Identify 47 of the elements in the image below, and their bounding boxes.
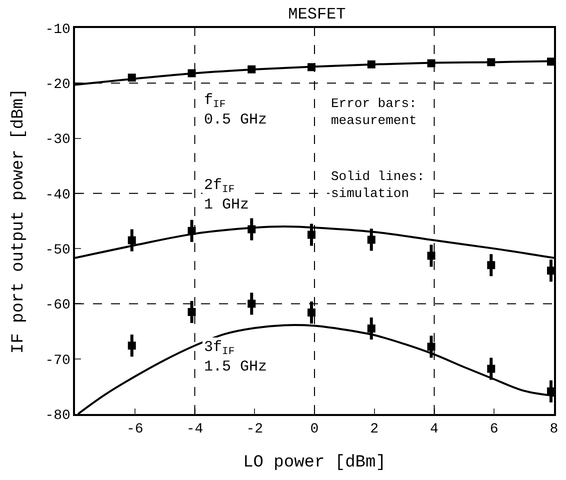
point <box>487 58 496 66</box>
point <box>128 236 136 244</box>
point <box>367 60 376 68</box>
point <box>427 252 436 260</box>
annotation: Error bars: measurement <box>331 96 417 128</box>
x-tick-label: -6 <box>126 422 144 438</box>
y-tick-label: -60 <box>45 298 70 314</box>
y-tick-label: -20 <box>45 77 70 94</box>
point <box>427 59 436 68</box>
point <box>547 387 554 396</box>
y-tick-label: -30 <box>45 132 70 148</box>
y-tick-label: -40 <box>45 187 70 204</box>
y-tick-label: -50 <box>45 242 70 258</box>
x-tick-label: -2 <box>246 422 264 438</box>
point <box>487 364 496 373</box>
x-tick-label: 6 <box>490 422 498 438</box>
annotation: 3f$_{IF}$ 1.5 GHz <box>204 339 268 376</box>
point <box>367 324 376 333</box>
annotation: 2f$_{IF}$ 1 GHz <box>204 177 250 214</box>
y-tick-label: -10 <box>45 22 70 38</box>
x-tick-label: 4 <box>430 422 438 438</box>
x-tick-label: 2 <box>370 422 379 438</box>
point <box>367 236 376 244</box>
y-tick-label: -70 <box>45 352 70 369</box>
x-axis-title: LO power [dBm] <box>243 453 386 472</box>
point <box>547 266 554 275</box>
x-tick-label: 0 <box>310 422 319 438</box>
x-tick-label: 8 <box>550 422 558 438</box>
y-axis-title: IF port output power [dBm] <box>9 88 28 354</box>
point <box>128 342 136 350</box>
x-tick-label: -4 <box>186 422 204 438</box>
point <box>248 300 256 308</box>
point <box>188 69 196 78</box>
point <box>188 308 196 316</box>
annotation: Solid lines: simulation <box>331 169 425 201</box>
point <box>308 63 316 72</box>
point <box>547 58 554 66</box>
point <box>128 74 136 82</box>
point <box>308 230 316 239</box>
point <box>308 308 316 317</box>
point <box>427 342 436 351</box>
annotation: f$_{IF}$ 0.5 GHz <box>204 92 268 128</box>
point <box>248 65 256 74</box>
y-tick-label: -80 <box>45 408 70 424</box>
point <box>248 225 256 234</box>
chart-title: MESFET <box>288 5 346 24</box>
point <box>487 261 496 270</box>
